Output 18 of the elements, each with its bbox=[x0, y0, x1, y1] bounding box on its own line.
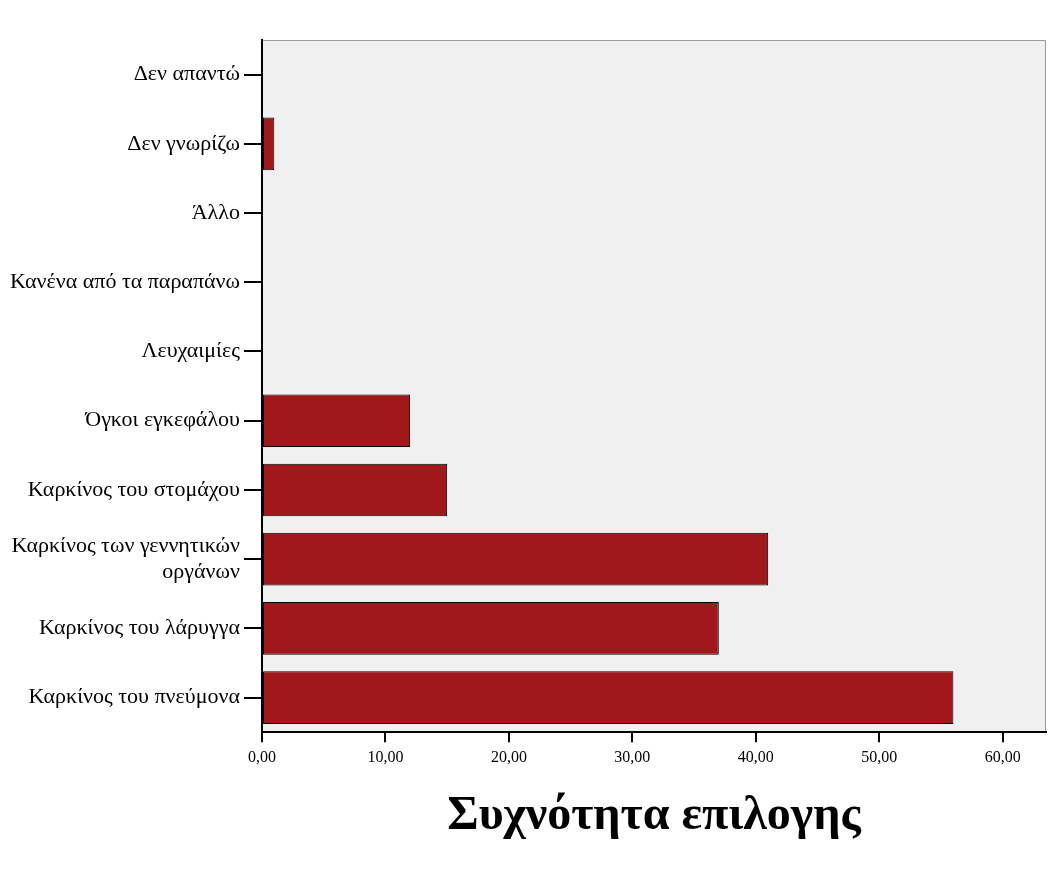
y-tick-label: Λευχαιμίες bbox=[141, 337, 241, 363]
x-axis-title: Συχνότητα επιλογης bbox=[447, 785, 862, 839]
x-tick-label: 60,00 bbox=[984, 748, 1021, 765]
x-tick-label: 0,00 bbox=[247, 748, 276, 765]
x-tick-label: 50,00 bbox=[861, 748, 898, 765]
y-tick-label: Καρκίνος του λάρυγγα bbox=[38, 614, 241, 640]
y-tick-label: Καρκίνος του πνεύμονα bbox=[28, 683, 241, 709]
x-tick-label: 20,00 bbox=[490, 748, 527, 765]
y-tick-label: Δεν απαντώ bbox=[133, 60, 240, 86]
y-tick-label: Άλλο bbox=[191, 198, 240, 224]
x-tick-label: 10,00 bbox=[367, 748, 404, 765]
x-tick-label: 30,00 bbox=[614, 748, 651, 765]
y-tick-label: Καρκίνος του στομάχου bbox=[27, 475, 241, 501]
y-tick-label: Δεν γνωρίζω bbox=[127, 129, 240, 155]
y-tick-label: Κανένα από τα παραπάνω bbox=[9, 268, 240, 294]
x-tick-label: 40,00 bbox=[737, 748, 774, 765]
y-tick-label: Όγκοι εγκεφάλου bbox=[84, 406, 241, 432]
y-tick-label: Καρκίνος των γεννητικών οργάνων bbox=[11, 531, 240, 584]
